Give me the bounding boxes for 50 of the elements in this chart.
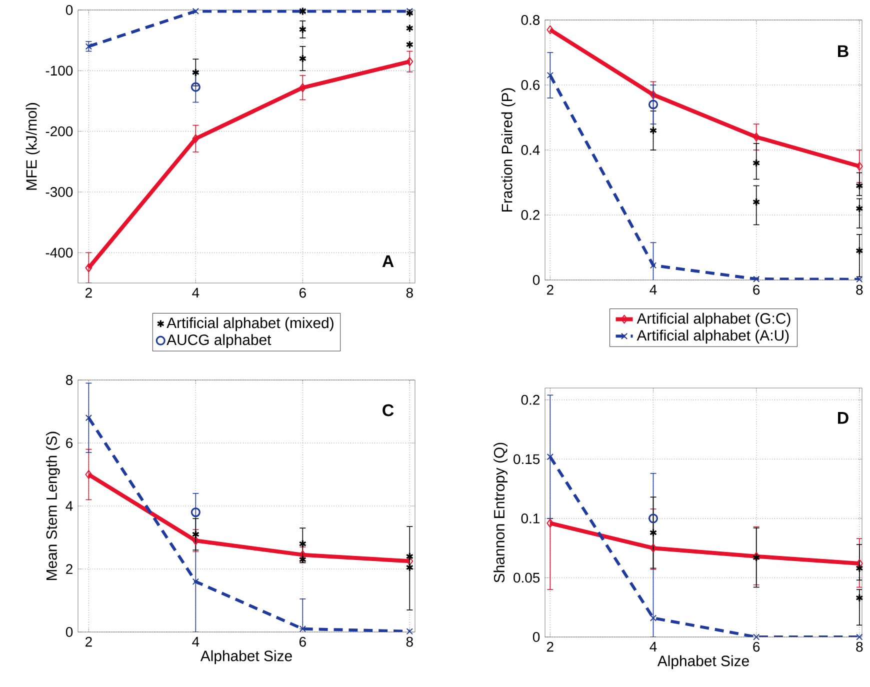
x-tick-label: 2 xyxy=(546,284,554,295)
x-tick-label: 8 xyxy=(856,642,863,652)
y-tick-label: 0.15 xyxy=(514,454,540,464)
legend-label: Artificial alphabet (A:U) xyxy=(636,330,789,344)
y-tick-label: 2 xyxy=(66,564,72,574)
x-tick-label: 2 xyxy=(546,642,554,652)
legend-label: Artificial alphabet (G:C) xyxy=(636,312,790,327)
y-tick-label: 0.6 xyxy=(521,80,540,90)
y-tick-label: 0.05 xyxy=(514,572,540,583)
y-tick-label: -200 xyxy=(46,126,73,136)
y-axis-title: MFE (kJ/mol) xyxy=(26,103,40,190)
y-tick-label: 4 xyxy=(66,501,73,511)
y-tick-label: 0 xyxy=(532,275,540,285)
annotation: A xyxy=(382,255,394,267)
y-tick-label: 0.8 xyxy=(521,15,540,25)
x-tick-label: 4 xyxy=(650,642,657,652)
x-tick-label: 6 xyxy=(299,636,306,647)
y-axis-title: Fraction Paired (P) xyxy=(501,88,516,212)
x-tick-label: 6 xyxy=(299,288,306,298)
y-tick-label: 0.2 xyxy=(521,210,540,220)
legend-label: AUCG alphabet xyxy=(166,334,272,348)
annotation: D xyxy=(838,412,848,424)
y-tick-label: 0 xyxy=(532,632,540,642)
x-tick-label: 8 xyxy=(856,284,863,295)
x-axis-title: Alphabet Size xyxy=(657,655,749,670)
x-tick-label: 4 xyxy=(192,636,200,646)
x-tick-label: 4 xyxy=(650,284,657,294)
annotation: C xyxy=(382,404,394,416)
x-tick-label: 6 xyxy=(753,642,760,652)
legend-label: Artificial alphabet (mixed) xyxy=(166,317,334,332)
y-axis-title: Shannon Entropy (Q) xyxy=(494,442,508,582)
y-tick-label: 0.1 xyxy=(521,513,540,524)
y-tick-label: 6 xyxy=(66,438,73,448)
x-tick-label: 8 xyxy=(406,636,413,647)
x-tick-label: 8 xyxy=(406,288,413,298)
y-tick-label: -300 xyxy=(46,187,73,197)
x-axis-title: Alphabet Size xyxy=(200,650,292,664)
y-tick-label: -100 xyxy=(46,66,73,76)
y-tick-label: -400 xyxy=(46,248,73,258)
y-tick-label: 0 xyxy=(66,627,73,637)
x-tick-label: 2 xyxy=(86,636,92,647)
y-tick-label: 8 xyxy=(66,375,73,385)
x-tick-label: 6 xyxy=(753,284,760,295)
y-tick-label: 0.4 xyxy=(521,145,540,155)
y-axis-title: Mean Stem Length (S) xyxy=(46,432,60,580)
x-tick-label: 4 xyxy=(192,288,200,298)
annotation: B xyxy=(838,45,848,58)
x-tick-label: 2 xyxy=(86,288,92,298)
y-tick-label: 0 xyxy=(66,5,73,15)
y-tick-label: 0.2 xyxy=(521,394,540,405)
